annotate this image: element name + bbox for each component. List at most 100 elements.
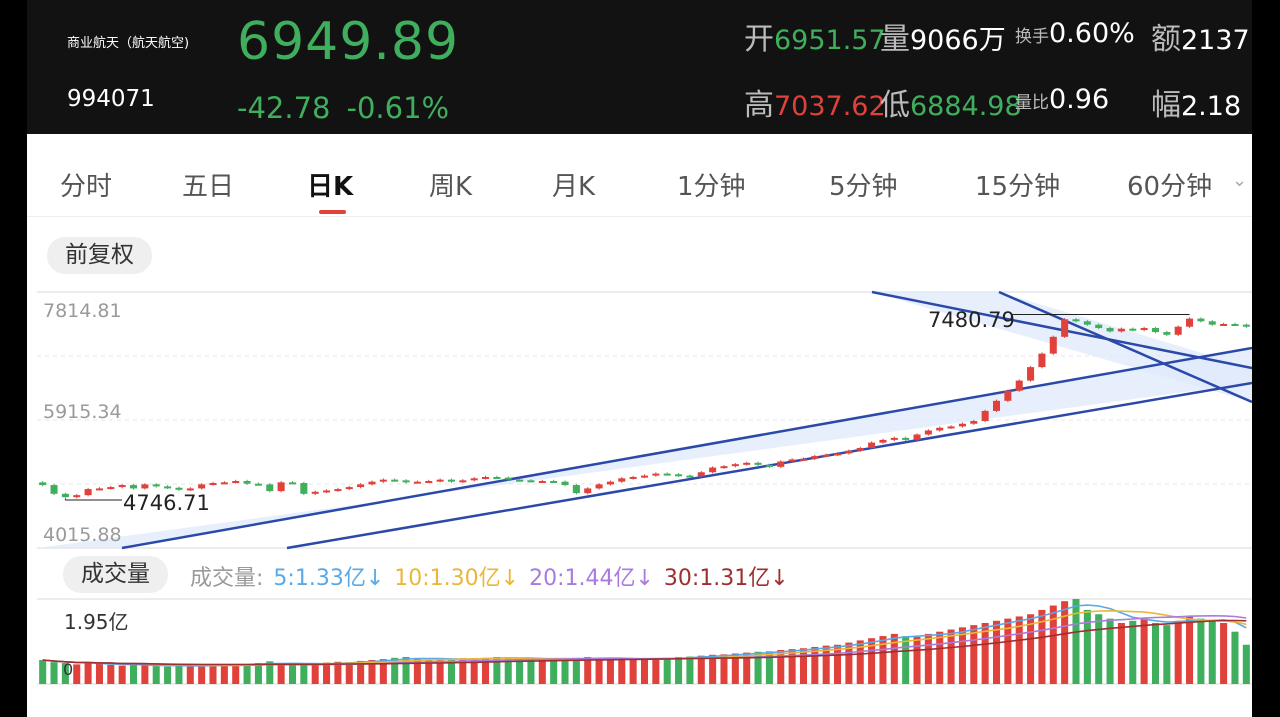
candle-body [538,481,546,484]
volume-bar [527,659,535,684]
volume-bar [118,665,126,684]
tab-intraday[interactable]: 分时 [60,172,113,202]
adjust-button[interactable]: 前复权 [47,237,152,274]
candle-body [493,476,501,479]
candle-body [595,484,603,489]
chevron-down-icon[interactable]: ⌄ [1232,170,1248,191]
volume-bar [198,666,206,684]
candle-body [663,473,671,476]
candle-body [981,410,989,422]
candle-body [1129,328,1137,331]
candle-body [1174,326,1182,335]
volume-ma30-line [42,619,1247,666]
volume-axis-zero: 0 [63,660,74,679]
volume-bar [686,656,694,684]
tab-daily-k[interactable]: 日K [307,172,354,202]
candle-body [822,454,830,457]
candle-body [765,464,773,467]
candle-body [198,484,206,489]
volume-stat: 量9066万 [880,22,1006,57]
candle-body [754,462,762,465]
volume-bar [107,664,115,684]
volume-bar [697,655,705,684]
volume-bar [538,660,546,684]
volume-bar [311,663,319,684]
candle-body [323,490,331,493]
volume-bar [720,654,728,684]
volume-ma10: 10:1.30亿↓ [394,566,520,591]
tab-5min[interactable]: 5分钟 [829,172,898,202]
candle-body [1106,328,1114,332]
candle-body [890,437,898,440]
volume-bar [1231,631,1239,684]
candle-body [561,481,569,486]
tab-five-day[interactable]: 五日 [182,172,235,202]
candle-body [686,475,694,478]
volume-bar [606,658,614,684]
candle-body [1061,319,1069,337]
candle-body [606,481,614,485]
candle-body [1242,324,1250,327]
volume-bar [141,665,149,684]
stock-app: 商业航天（航天航空) 994071 6949.89 -42.78 -0.61% 开… [27,0,1252,717]
volume-bar [209,664,217,684]
candle-body [1027,367,1035,381]
price-axis-top: 7814.81 [43,300,122,322]
candle-body [209,483,217,486]
volume-bar [856,640,864,684]
volume-bar [879,636,887,684]
candle-body [50,485,58,494]
volume-bar [731,653,739,684]
price-change: -42.78 -0.61% [237,91,465,125]
volume-bar [379,659,387,684]
volume-bar [1140,618,1148,684]
volume-bar [459,658,467,684]
volume-bar [936,631,944,684]
tab-60min[interactable]: 60分钟 [1127,172,1213,202]
volume-bar [958,627,966,684]
tab-weekly-k[interactable]: 周K [429,172,473,202]
candle-body [845,450,853,454]
volume-bar [675,656,683,684]
candle-body [288,482,297,485]
kline-chart[interactable] [27,0,1252,717]
volume-bar [1174,620,1182,684]
volume-bar [777,650,785,684]
candle-body [391,479,399,482]
volume-bar [232,665,240,684]
price-axis-mid: 5915.34 [43,401,122,423]
downtrend-lower-line [998,290,1252,404]
candle-body [425,481,433,484]
candle-body [516,479,524,482]
volume-bar [95,663,103,684]
candle-body [141,484,149,489]
tab-15min[interactable]: 15分钟 [975,172,1061,202]
volume-bar [186,665,194,684]
volume-bar [1151,622,1160,684]
volume-bar [1049,605,1057,684]
volume-bar [550,659,558,684]
volume-bar [709,654,717,684]
volume-bar [368,660,376,684]
trend-channel-up [37,348,1252,548]
volume-bar [391,657,399,684]
candle-body [924,430,932,435]
candle-body [1140,328,1148,331]
volume-bar [1095,614,1103,684]
candle-body [1083,321,1091,325]
volume-bar [84,663,92,684]
volume-bar [516,658,524,684]
volume-bar [402,656,410,684]
volume-bar [618,659,626,684]
tab-monthly-k[interactable]: 月K [552,172,596,202]
volume-bar [765,651,773,684]
tab-1min[interactable]: 1分钟 [677,172,746,202]
volume-bar [981,622,989,684]
candle-body [550,481,558,484]
index-code: 994071 [67,86,155,112]
candle-body [629,476,637,479]
volume-button[interactable]: 成交量 [63,556,168,593]
volume-bar [788,649,796,684]
volume-bar [425,659,433,684]
volume-bar [754,651,762,684]
